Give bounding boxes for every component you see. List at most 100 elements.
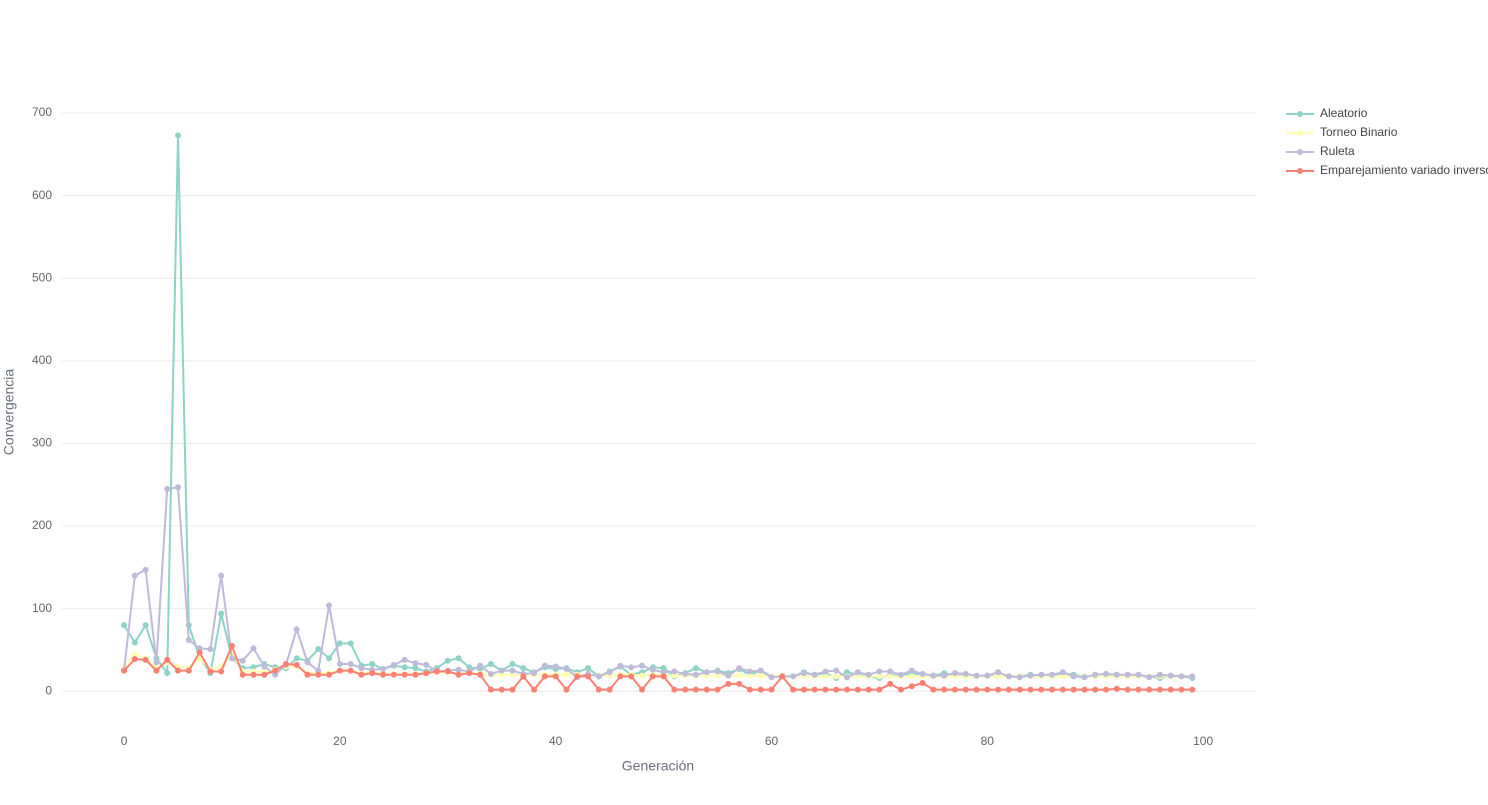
point (164, 656, 171, 663)
point (639, 672, 646, 679)
point (1146, 686, 1153, 693)
point (768, 686, 775, 693)
point (1059, 673, 1066, 680)
x-tick-label: 0 (121, 734, 128, 748)
point (887, 680, 894, 687)
point (293, 626, 300, 633)
point (854, 686, 861, 693)
point (595, 673, 602, 680)
point (207, 668, 214, 675)
point (1156, 671, 1163, 678)
point (639, 662, 646, 669)
point (390, 671, 397, 678)
point (649, 673, 656, 680)
point (552, 673, 559, 680)
point (736, 680, 743, 687)
point (617, 673, 624, 680)
x-tick-label: 60 (765, 734, 779, 748)
point (757, 686, 764, 693)
point (876, 673, 883, 680)
point (509, 686, 516, 693)
point (1049, 686, 1056, 693)
series-line (123, 643, 1193, 692)
point (746, 686, 753, 693)
point (1027, 686, 1034, 693)
point (876, 686, 883, 693)
point (315, 646, 322, 653)
point (951, 670, 958, 677)
point (790, 673, 797, 680)
point (854, 673, 861, 680)
point (682, 686, 689, 693)
point (833, 673, 840, 680)
point (498, 667, 505, 674)
legend-label: Torneo Binario (1320, 125, 1398, 139)
point (844, 669, 851, 676)
point (142, 566, 149, 573)
point (628, 673, 635, 680)
point (941, 686, 948, 693)
point (131, 651, 138, 658)
point (800, 686, 807, 693)
legend-marker (1297, 111, 1303, 117)
point (941, 672, 948, 679)
point (304, 659, 311, 666)
point (671, 668, 678, 675)
point (628, 664, 635, 671)
point (477, 671, 484, 678)
point (746, 672, 753, 679)
point (1016, 674, 1023, 681)
point (347, 640, 354, 647)
point (433, 668, 440, 675)
point (757, 667, 764, 674)
point (606, 669, 613, 676)
point (142, 656, 149, 663)
point (239, 657, 246, 664)
point (617, 662, 624, 669)
point (326, 671, 333, 678)
point (1167, 672, 1174, 679)
point (779, 673, 786, 680)
series (121, 132, 1196, 682)
point (164, 485, 171, 492)
point (1070, 673, 1077, 680)
point (800, 670, 807, 677)
point (897, 671, 904, 678)
point (822, 668, 829, 675)
point (272, 667, 279, 674)
point (261, 671, 268, 678)
point (692, 665, 699, 672)
point (585, 665, 592, 672)
point (1103, 670, 1110, 677)
y-tick-label: 300 (32, 436, 52, 450)
point (995, 673, 1002, 680)
point (121, 622, 128, 629)
point (412, 660, 419, 667)
point (541, 662, 548, 669)
point (1113, 671, 1120, 678)
x-tick-label: 40 (549, 734, 563, 748)
point (509, 661, 516, 668)
point (887, 668, 894, 675)
point (487, 670, 494, 677)
point (1038, 686, 1045, 693)
point (930, 672, 937, 679)
point (1005, 673, 1012, 680)
point (736, 665, 743, 672)
point (703, 686, 710, 693)
point (552, 663, 559, 670)
legend-marker (1297, 149, 1303, 155)
point (973, 686, 980, 693)
point (822, 686, 829, 693)
point (131, 656, 138, 663)
point (250, 645, 257, 652)
point (175, 667, 182, 674)
point (444, 657, 451, 664)
point (250, 664, 257, 671)
point (228, 642, 235, 649)
point (746, 668, 753, 675)
point (1016, 686, 1023, 693)
point (121, 667, 128, 674)
series-line (123, 486, 1193, 679)
